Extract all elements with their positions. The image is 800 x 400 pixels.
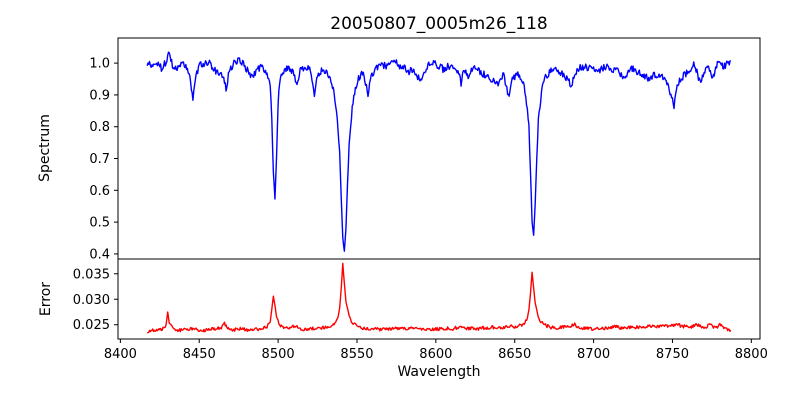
spectrum-line (146, 51, 732, 252)
x-tick-label: 8650 (498, 347, 531, 362)
y-tick-label: 0.025 (73, 318, 110, 333)
plot-title: 20050807_0005m26_118 (330, 14, 547, 34)
x-tick-label: 8700 (577, 347, 610, 362)
y-axis-label-spectrum: Spectrum (37, 114, 53, 182)
error-line (147, 262, 732, 334)
y-axis-label-error: Error (38, 282, 54, 316)
error-spines (117, 258, 761, 340)
y-tick-label: 0.7 (89, 152, 110, 167)
x-tick-label: 8800 (735, 347, 768, 362)
x-tick-label: 8600 (419, 347, 452, 362)
x-axis-label: Wavelength (397, 364, 480, 380)
y-tick-label: 0.035 (73, 267, 110, 282)
x-tick-label: 8450 (183, 347, 216, 362)
x-tick-label: 8550 (340, 347, 373, 362)
spectrum-panel: 0.4 0.5 0.6 0.7 0.8 0.9 1.0 (89, 37, 761, 262)
x-tick-label: 8500 (262, 347, 295, 362)
x-tick-label: 8750 (656, 347, 689, 362)
y-tick-label: 0.6 (89, 184, 110, 199)
y-tick-label: 0.5 (89, 216, 110, 231)
spectrum-spines (117, 37, 761, 260)
y-tick-label: 0.4 (89, 247, 110, 262)
plot-panels: 0.4 0.5 0.6 0.7 0.8 0.9 1.0 0.025 0.030 0.035 8400… (73, 37, 768, 362)
y-tick-label: 1.0 (89, 57, 110, 72)
y-tick-label: 0.8 (89, 120, 110, 135)
x-tick-label: 8400 (104, 347, 137, 362)
y-tick-label: 0.9 (89, 88, 110, 103)
y-tick-label: 0.030 (73, 293, 110, 308)
error-panel: 0.025 0.030 0.035 8400 8450 8500 8550 8600 8650 8… (73, 258, 768, 362)
